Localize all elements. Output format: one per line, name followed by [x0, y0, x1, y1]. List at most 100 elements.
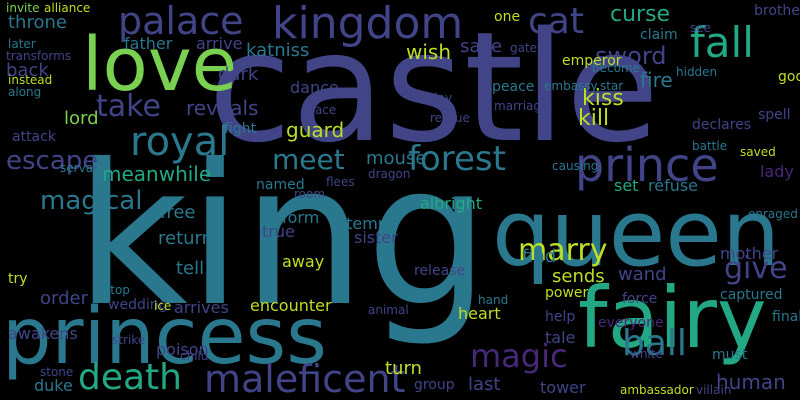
- word: meanwhile: [102, 162, 212, 186]
- word: give: [724, 251, 788, 286]
- word: embassy: [544, 79, 598, 93]
- word: reveals: [186, 96, 259, 120]
- word: peace: [492, 79, 535, 95]
- word: cat: [528, 1, 584, 42]
- word: finally: [772, 309, 800, 325]
- word: animal: [368, 303, 409, 317]
- word: throne: [8, 12, 67, 33]
- word: along: [8, 85, 42, 99]
- word: brother: [754, 3, 800, 19]
- word: tell: [176, 258, 205, 279]
- word: must: [712, 347, 748, 363]
- word: take: [96, 89, 161, 124]
- word: kingdom: [272, 0, 464, 49]
- word: help: [545, 309, 576, 325]
- word: curse: [610, 2, 671, 27]
- word: try: [8, 271, 28, 287]
- word: king: [75, 122, 490, 349]
- word: stop: [104, 283, 130, 297]
- word: attempt: [330, 214, 395, 233]
- word: awakens: [8, 324, 78, 343]
- word: star: [600, 79, 624, 93]
- word: causing: [552, 159, 599, 173]
- word: lady: [760, 162, 794, 181]
- word: ball: [622, 323, 687, 364]
- word: form: [282, 208, 320, 227]
- word: return: [158, 228, 214, 249]
- word: power: [545, 285, 589, 301]
- word: alliance: [44, 1, 91, 15]
- word: day: [430, 91, 453, 105]
- word: saved: [740, 145, 776, 159]
- word: child: [180, 349, 209, 363]
- word: palace: [118, 0, 244, 43]
- word: gate: [510, 41, 538, 55]
- word: stone: [40, 365, 74, 379]
- word: instead: [8, 73, 53, 87]
- word: marriage: [494, 99, 549, 113]
- word: set: [614, 176, 639, 195]
- word: fight: [224, 121, 257, 137]
- word: last: [468, 374, 501, 395]
- word: back: [6, 60, 49, 81]
- word: escape: [6, 146, 99, 176]
- word: release: [414, 263, 466, 279]
- word: castle: [208, 0, 660, 176]
- word: named: [256, 177, 305, 193]
- word: flees: [326, 175, 355, 189]
- word: everyone: [598, 315, 664, 331]
- word: magic: [470, 337, 568, 375]
- word: turn: [385, 358, 422, 379]
- word: albright: [420, 194, 482, 213]
- word: servant: [60, 161, 106, 175]
- word: death: [78, 357, 182, 398]
- word: captured: [720, 287, 783, 303]
- word: sister: [354, 228, 398, 247]
- word: hidden: [676, 65, 718, 79]
- word: wish: [406, 40, 452, 64]
- word: away: [282, 252, 325, 271]
- word: arrives: [174, 298, 229, 317]
- word: strike: [112, 333, 146, 347]
- word: force: [622, 291, 658, 307]
- word: fairy: [578, 269, 767, 367]
- word: become: [592, 61, 641, 75]
- word: later: [8, 37, 36, 51]
- word: group: [414, 377, 455, 393]
- word: godmother: [778, 69, 800, 85]
- word: hand: [478, 293, 509, 307]
- word: true: [262, 222, 295, 241]
- word: wedding: [108, 297, 168, 313]
- word: marry: [518, 233, 608, 268]
- word: spell: [758, 107, 791, 123]
- word: forest: [408, 139, 506, 179]
- word: arrive: [196, 34, 243, 53]
- word: find: [522, 246, 557, 267]
- word: queen: [492, 180, 781, 287]
- word: fire: [640, 68, 673, 92]
- word: fall: [690, 18, 754, 67]
- word: prince: [575, 138, 719, 192]
- word: sword: [595, 42, 667, 70]
- word: white: [630, 347, 663, 361]
- word: dragon: [368, 167, 411, 181]
- word: royal: [130, 119, 230, 165]
- word: tower: [540, 378, 586, 397]
- word: transforms: [6, 49, 72, 63]
- word: father: [124, 34, 173, 53]
- word: meet: [272, 143, 345, 176]
- word: mouse: [366, 148, 427, 169]
- word: tale: [545, 328, 576, 347]
- word: mother: [720, 244, 779, 263]
- word: battle: [692, 139, 728, 153]
- word: declares: [692, 117, 752, 133]
- word: human: [716, 370, 786, 394]
- word: katniss: [246, 40, 310, 61]
- word: one: [494, 9, 521, 25]
- word: order: [40, 288, 88, 309]
- word: free: [160, 202, 196, 223]
- word: kill: [578, 106, 610, 131]
- word: room: [294, 187, 326, 201]
- word: encounter: [250, 296, 332, 315]
